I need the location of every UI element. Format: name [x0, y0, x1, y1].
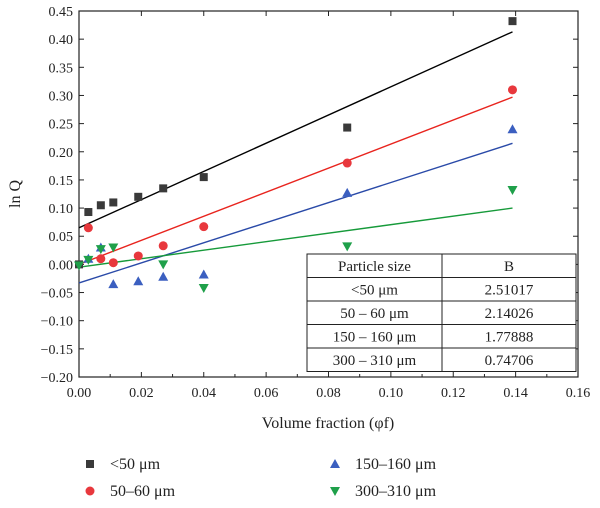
data-point-series-2	[342, 187, 353, 197]
legend-label: 300–310 μm	[355, 483, 437, 500]
fit-line-series-1	[78, 96, 513, 266]
data-point-series-3	[198, 284, 209, 294]
y-tick-label: −0.05	[41, 287, 73, 302]
data-point-series-0	[343, 123, 352, 132]
data-point-series-3	[158, 260, 169, 270]
data-point-series-0	[96, 201, 105, 210]
x-axis-title: Volume fraction (φf)	[262, 415, 394, 432]
data-point-series-0	[508, 17, 517, 26]
x-tick-label: 0.16	[566, 386, 591, 401]
table-cell: 2.14026	[485, 306, 534, 322]
ticks-layer: 0.00 0.02 0.04 0.06 0.08 0.10 0.12 0.14 0.16 −0.2…	[41, 5, 591, 401]
fit-line-series-2	[78, 142, 513, 284]
legend: <50 μm 50–60 μm 150–160 μm 300–310 μm	[85, 456, 437, 500]
y-tick-label: 0.20	[49, 146, 74, 161]
x-tick-label: 0.08	[316, 386, 341, 401]
legend-marker-series-0	[86, 460, 94, 468]
data-point-series-2	[133, 276, 144, 286]
data-point-series-2	[158, 271, 169, 281]
fit-line-series-3	[78, 207, 513, 268]
x-tick-label: 0.14	[503, 386, 528, 401]
y-tick-label: 0.15	[49, 174, 74, 189]
points-layer	[74, 17, 518, 294]
legend-marker-series-1	[85, 486, 95, 496]
x-tick-label: 0.00	[67, 386, 92, 401]
data-point-series-3	[342, 242, 353, 252]
table-cell: 300 – 310 μm	[333, 353, 417, 369]
data-point-series-0	[134, 192, 143, 201]
data-point-series-1	[83, 223, 93, 233]
y-tick-label: 0.10	[49, 202, 74, 217]
data-point-series-1	[96, 254, 106, 264]
data-point-series-1	[158, 241, 168, 251]
legend-marker-series-2	[330, 459, 340, 468]
table-header-cell: B	[504, 259, 514, 275]
y-tick-label: 0.40	[49, 33, 74, 48]
table-cell: 150 – 160 μm	[333, 329, 417, 345]
x-tick-label: 0.06	[254, 386, 279, 401]
table-cell: 50 – 60 μm	[340, 306, 409, 322]
fit-lines-layer	[78, 31, 513, 284]
y-tick-label: 0.35	[49, 61, 74, 76]
x-tick-label: 0.12	[441, 386, 466, 401]
data-point-series-3	[507, 186, 518, 196]
y-tick-label: −0.15	[41, 343, 73, 358]
data-point-series-3	[83, 255, 94, 265]
y-tick-label: 0.45	[49, 5, 74, 20]
data-point-series-1	[108, 258, 118, 268]
x-tick-label: 0.04	[192, 386, 217, 401]
legend-label: <50 μm	[110, 456, 161, 473]
data-point-series-2	[198, 269, 209, 279]
table-header-cell: Particle size	[338, 259, 411, 275]
data-point-series-1	[508, 85, 518, 95]
legend-marker-series-3	[330, 487, 340, 496]
b-value-table: Particle size B <50 μm 2.51017 50 – 60 μm 2.1…	[306, 253, 577, 372]
table-cell: 0.74706	[485, 353, 534, 369]
data-point-series-1	[342, 158, 352, 168]
table-cell: 1.77888	[485, 329, 534, 345]
data-point-series-2	[108, 279, 119, 289]
data-point-series-1	[133, 251, 143, 261]
data-point-series-3	[74, 261, 84, 271]
legend-label: 150–160 μm	[355, 456, 437, 473]
data-point-series-3	[95, 245, 106, 255]
data-point-series-0	[84, 208, 93, 217]
x-tick-label: 0.10	[379, 386, 404, 401]
data-point-series-2	[507, 124, 518, 134]
data-point-series-3	[108, 243, 119, 253]
y-tick-label: −0.10	[41, 315, 73, 330]
data-point-series-0	[199, 173, 208, 182]
x-tick-label: 0.02	[129, 386, 154, 401]
y-tick-label: 0.25	[49, 118, 74, 133]
y-tick-label: 0.00	[49, 258, 74, 273]
y-axis-title: ln Q	[7, 180, 24, 208]
data-point-series-1	[199, 222, 209, 232]
legend-label: 50–60 μm	[110, 483, 176, 500]
table-cell: 2.51017	[485, 282, 534, 298]
data-point-series-0	[159, 184, 168, 193]
y-tick-label: 0.30	[49, 89, 74, 104]
y-tick-label: −0.20	[41, 371, 73, 386]
fit-line-series-0	[78, 31, 513, 229]
data-point-series-0	[109, 198, 118, 207]
table-cell: <50 μm	[351, 282, 398, 298]
y-tick-label: 0.05	[49, 230, 74, 245]
